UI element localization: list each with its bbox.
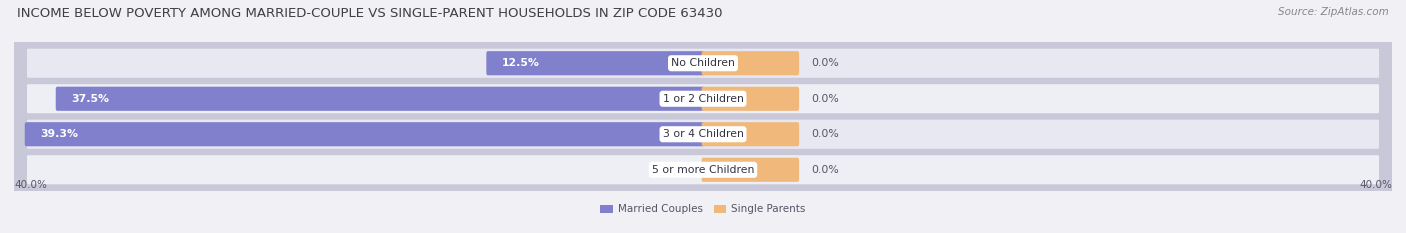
Text: Source: ZipAtlas.com: Source: ZipAtlas.com bbox=[1278, 7, 1389, 17]
FancyBboxPatch shape bbox=[27, 49, 1379, 78]
Text: 3 or 4 Children: 3 or 4 Children bbox=[662, 129, 744, 139]
Text: 1 or 2 Children: 1 or 2 Children bbox=[662, 94, 744, 104]
Text: 0.0%: 0.0% bbox=[811, 129, 839, 139]
FancyBboxPatch shape bbox=[486, 51, 704, 75]
FancyBboxPatch shape bbox=[25, 122, 704, 146]
FancyBboxPatch shape bbox=[702, 122, 799, 146]
FancyBboxPatch shape bbox=[8, 35, 1398, 198]
Text: INCOME BELOW POVERTY AMONG MARRIED-COUPLE VS SINGLE-PARENT HOUSEHOLDS IN ZIP COD: INCOME BELOW POVERTY AMONG MARRIED-COUPL… bbox=[17, 7, 723, 20]
FancyBboxPatch shape bbox=[56, 87, 704, 111]
FancyBboxPatch shape bbox=[702, 51, 799, 75]
Text: 39.3%: 39.3% bbox=[39, 129, 77, 139]
Text: No Children: No Children bbox=[671, 58, 735, 68]
Text: 0.0%: 0.0% bbox=[811, 165, 839, 175]
Text: 0.0%: 0.0% bbox=[811, 58, 839, 68]
Text: 40.0%: 40.0% bbox=[1360, 180, 1392, 190]
Text: 0.0%: 0.0% bbox=[658, 165, 686, 175]
Text: 12.5%: 12.5% bbox=[502, 58, 540, 68]
FancyBboxPatch shape bbox=[27, 120, 1379, 149]
Text: 40.0%: 40.0% bbox=[14, 180, 46, 190]
Text: 37.5%: 37.5% bbox=[70, 94, 108, 104]
Text: 5 or more Children: 5 or more Children bbox=[652, 165, 754, 175]
Legend: Married Couples, Single Parents: Married Couples, Single Parents bbox=[596, 200, 810, 219]
FancyBboxPatch shape bbox=[27, 84, 1379, 113]
FancyBboxPatch shape bbox=[27, 155, 1379, 184]
FancyBboxPatch shape bbox=[702, 87, 799, 111]
FancyBboxPatch shape bbox=[702, 158, 799, 182]
Text: 0.0%: 0.0% bbox=[811, 94, 839, 104]
